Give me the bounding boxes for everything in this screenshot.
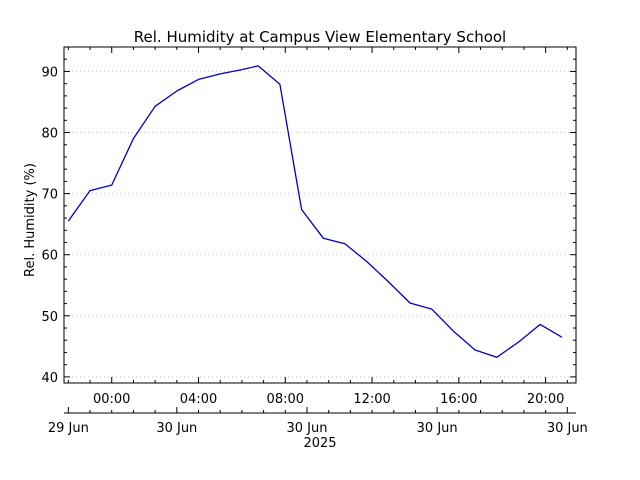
x-tick-label: 20:00	[527, 392, 564, 407]
x-tick-label: 08:00	[267, 392, 304, 407]
x-tick-label: 16:00	[440, 392, 477, 407]
series-group	[67, 65, 563, 358]
chart-title: Rel. Humidity at Campus View Elementary …	[134, 28, 506, 46]
x-tick-label: 12:00	[353, 392, 390, 407]
x-tick-label: 04:00	[180, 392, 217, 407]
plot-frame	[63, 46, 577, 384]
x-year-label: 2025	[303, 436, 336, 451]
y-tick-label: 70	[41, 188, 58, 203]
plot-border	[63, 46, 577, 384]
y-axis: 40 50 60 70 80 90	[41, 46, 576, 386]
date-tick-label: 30 Jun	[547, 421, 588, 436]
date-tick-label: 30 Jun	[417, 421, 458, 436]
y-tick-label: 80	[41, 127, 58, 142]
x-tick-label: 00:00	[93, 392, 130, 407]
y-tick-label: 40	[41, 371, 58, 386]
date-tick-label: 30 Jun	[286, 421, 327, 436]
x-axis-time: 00:00 04:00 08:00 12:00 16:00 20:00	[67, 47, 568, 407]
y-tick-label: 90	[41, 65, 58, 80]
series-line	[67, 65, 563, 358]
y-tick-label: 50	[41, 310, 58, 325]
y-axis-label: Rel. Humidity (%)	[23, 163, 38, 277]
y-tick-label: 60	[41, 249, 58, 264]
x-axis-date: 29 Jun 30 Jun 30 Jun 30 Jun 30 Jun	[48, 407, 588, 436]
date-tick-label: 29 Jun	[48, 421, 89, 436]
grid	[64, 70, 576, 378]
date-tick-label: 30 Jun	[156, 421, 197, 436]
